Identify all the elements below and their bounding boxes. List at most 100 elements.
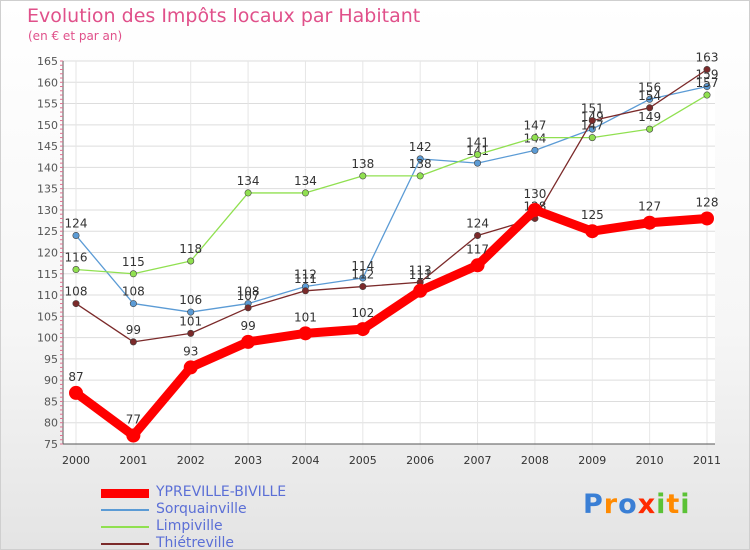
data-point — [298, 326, 313, 341]
y-tick-label: 80 — [44, 417, 58, 430]
data-point — [531, 146, 539, 154]
data-label: 114 — [351, 259, 374, 273]
data-label: 99 — [240, 319, 255, 333]
data-label: 159 — [696, 68, 719, 82]
data-label: 101 — [294, 310, 317, 324]
data-point — [301, 189, 309, 197]
y-tick-label: 110 — [37, 289, 58, 302]
y-tick-label: 160 — [37, 76, 58, 89]
data-point — [416, 155, 424, 163]
logo-letter: r — [603, 489, 619, 520]
y-tick-label: 130 — [37, 204, 58, 217]
data-label: 138 — [409, 157, 432, 171]
x-tick-label: 2009 — [578, 454, 606, 467]
data-point — [470, 258, 485, 273]
y-tick-label: 115 — [37, 268, 58, 281]
data-label: 156 — [638, 80, 661, 94]
data-point — [126, 428, 141, 443]
y-tick-label: 135 — [37, 183, 58, 196]
y-tick-label: 105 — [37, 310, 58, 323]
x-tick-label: 2008 — [521, 454, 549, 467]
data-label: 163 — [696, 51, 719, 65]
data-point — [241, 334, 256, 349]
data-point — [474, 231, 482, 239]
data-point — [585, 224, 600, 239]
data-point — [187, 257, 195, 265]
data-label: 93 — [183, 344, 198, 358]
x-tick-label: 2010 — [636, 454, 664, 467]
chart-title: Evolution des Impôts locaux par Habitant — [27, 5, 421, 27]
data-label: 149 — [638, 110, 661, 124]
y-tick-label: 85 — [44, 395, 58, 408]
data-label: 99 — [126, 323, 141, 337]
data-point — [187, 329, 195, 337]
data-label: 124 — [466, 216, 489, 230]
legend-label: YPREVILLE-BIVILLE — [156, 484, 287, 500]
chart-subtitle: (en € et par an) — [28, 29, 123, 43]
data-point — [642, 215, 657, 230]
data-point — [129, 300, 137, 308]
y-tick-label: 75 — [44, 438, 58, 451]
data-label: 113 — [409, 263, 432, 277]
x-tick-label: 2006 — [406, 454, 434, 467]
data-point — [359, 283, 367, 291]
data-point — [588, 117, 596, 125]
data-point — [531, 134, 539, 142]
data-point — [359, 274, 367, 282]
logo-letter: o — [618, 489, 638, 520]
logo-letter: P — [583, 489, 604, 520]
data-point — [474, 159, 482, 167]
data-point — [413, 283, 428, 298]
series-line-3 — [75, 68, 708, 343]
legend-label: Thiétreville — [156, 535, 235, 550]
data-label: 142 — [409, 140, 432, 154]
data-label: 118 — [179, 242, 202, 256]
data-label: 101 — [179, 314, 202, 328]
y-tick-label: 90 — [44, 374, 58, 387]
data-label: 107 — [237, 289, 260, 303]
y-tick-label: 125 — [37, 225, 58, 238]
legend-swatch — [101, 543, 149, 545]
y-tick-label: 155 — [37, 98, 58, 111]
data-point — [416, 172, 424, 180]
data-point — [527, 202, 542, 217]
x-tick-label: 2007 — [464, 454, 492, 467]
x-tick-label: 2005 — [349, 454, 377, 467]
logo-letter: i — [656, 489, 667, 520]
data-label: 134 — [237, 174, 260, 188]
data-label: 138 — [351, 157, 374, 171]
data-label: 128 — [696, 195, 719, 209]
data-label: 111 — [409, 268, 432, 282]
data-label: 112 — [294, 268, 317, 282]
y-tick-label: 165 — [37, 55, 58, 68]
logo-letter: x — [637, 489, 657, 520]
data-label: 108 — [237, 285, 260, 299]
data-label: 102 — [351, 306, 374, 320]
data-point — [129, 270, 137, 278]
data-label: 157 — [696, 76, 719, 90]
data-label: 87 — [68, 370, 83, 384]
data-label: 147 — [523, 119, 546, 133]
data-point — [703, 91, 711, 99]
y-tick-label: 145 — [37, 140, 58, 153]
data-label: 134 — [294, 174, 317, 188]
data-point — [69, 385, 83, 400]
data-point — [129, 338, 137, 346]
proxiti-logo: Proxiti — [583, 489, 691, 520]
data-point — [72, 300, 80, 308]
x-tick-label: 2000 — [62, 454, 90, 467]
logo-letter: i — [680, 489, 691, 520]
x-tick-label: 2003 — [234, 454, 262, 467]
data-point — [703, 83, 711, 91]
data-label: 127 — [638, 200, 661, 214]
data-label: 124 — [65, 216, 88, 230]
y-tick-label: 100 — [37, 332, 58, 345]
data-label: 117 — [466, 242, 489, 256]
data-label: 151 — [581, 102, 604, 116]
data-label: 115 — [122, 255, 145, 269]
data-label: 108 — [65, 285, 88, 299]
data-label: 112 — [351, 268, 374, 282]
data-point — [183, 360, 198, 375]
